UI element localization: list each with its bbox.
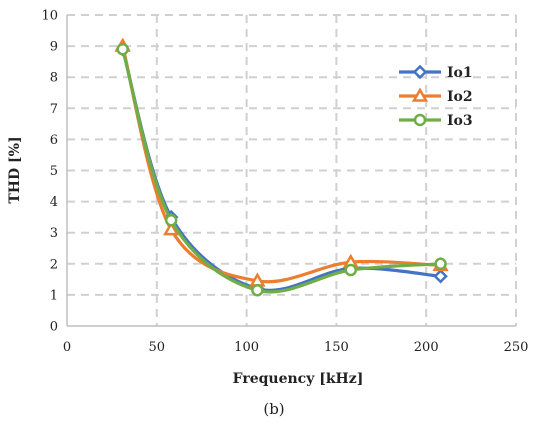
y-tick-label: 4	[50, 195, 58, 210]
y-tick-label: 2	[50, 257, 58, 272]
data-point-io3	[116, 42, 129, 56]
data-point-io3	[164, 214, 178, 227]
series-io3	[116, 42, 447, 297]
legend-entry-io1: Io1	[399, 64, 473, 81]
x-tick-label: 0	[63, 340, 71, 355]
legend: Io1 Io2 Io3	[399, 64, 473, 129]
grid	[67, 14, 517, 326]
y-tick-label: 8	[50, 71, 58, 86]
series-layer	[114, 37, 449, 297]
y-axis-title: THD [%]	[7, 136, 23, 203]
data-point-io1	[433, 268, 448, 284]
y-tick-label: 0	[50, 320, 58, 335]
legend-label: Io2	[447, 89, 473, 105]
x-tick-label: 100	[234, 340, 259, 355]
y-tick-label: 9	[50, 40, 58, 55]
y-tick-label: 7	[50, 102, 58, 117]
x-axis-title: Frequency [kHz]	[233, 371, 364, 387]
legend-marker	[413, 113, 427, 127]
series-line-io3	[121, 47, 443, 294]
legend-label: Io3	[447, 113, 473, 129]
legend-entry-io3: Io3	[399, 113, 473, 129]
figure-caption: (b)	[263, 400, 284, 418]
x-tick-label: 200	[414, 340, 439, 355]
y-tick-label: 5	[50, 164, 58, 179]
legend-marker	[411, 87, 429, 102]
legend-entry-io2: Io2	[399, 87, 473, 105]
data-point-io2	[163, 221, 180, 236]
y-tick-label: 10	[41, 9, 58, 24]
y-tick-label: 6	[50, 133, 58, 148]
y-tick-label: 3	[50, 226, 58, 241]
x-tick-label: 250	[504, 340, 529, 355]
x-tick-label: 150	[324, 340, 349, 355]
data-point-io3	[344, 263, 358, 277]
y-tick-label: 1	[50, 288, 58, 303]
data-point-io3	[434, 257, 447, 271]
x-tick-label: 50	[149, 340, 166, 355]
data-point-io3	[251, 283, 264, 297]
legend-label: Io1	[447, 65, 473, 81]
legend-marker	[412, 64, 428, 80]
